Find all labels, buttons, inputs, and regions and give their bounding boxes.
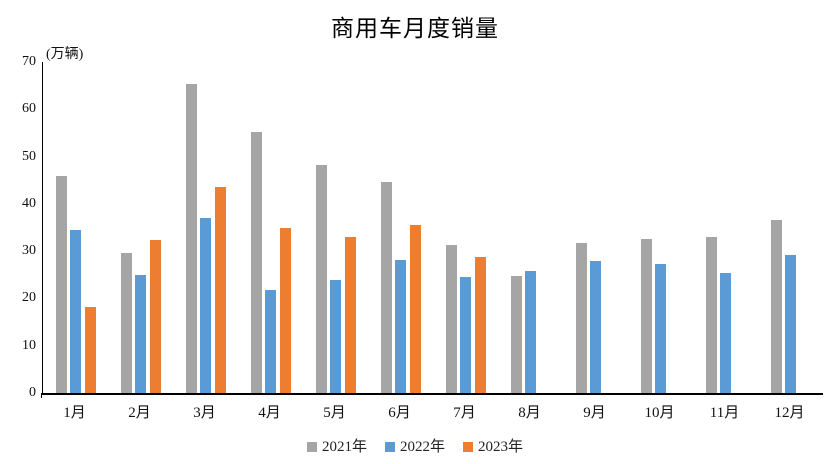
x-axis-category-label: 2月 [128,405,151,421]
chart-bar [380,181,392,393]
chart-bar [200,218,211,393]
x-axis-category-label: 3月 [193,405,216,421]
y-axis-tick-label: 10 [22,337,36,353]
chart-bar [474,256,486,393]
chart-bar [770,220,782,393]
chart-bar [445,245,457,393]
x-axis-category-label: 11月 [709,405,740,421]
legend-item-3: 2023年 [463,438,523,456]
chart-bar [70,229,81,393]
chart-bar [344,236,356,393]
x-axis-category-label: 1月 [63,405,86,421]
legend-swatch-icon [306,442,317,452]
chart-bar [640,238,652,393]
x-axis-category-label: 6月 [388,405,411,421]
legend-label: 2021年 [321,439,367,455]
chart-bar [265,290,276,393]
legend-label: 2022年 [399,439,445,455]
y-axis-tick-label: 40 [22,195,36,211]
chart-bar [525,270,536,393]
x-axis-category-label: 9月 [583,405,606,421]
chart-bar [785,254,796,393]
y-axis-tick-label: 70 [22,54,36,69]
chart-bar [55,175,67,393]
chart-bar [279,227,291,393]
x-axis-origin-tick [41,393,42,398]
legend-item-2: 2022年 [384,438,445,456]
chart-bar [315,165,327,393]
x-axis-category-label: 10月 [644,405,675,421]
y-axis-tick-label: 20 [22,290,36,306]
chart-legend: 2021年 2022年 2023年 [0,438,830,456]
y-axis-tick-label: 30 [22,243,36,259]
y-axis-tick-label: 60 [22,101,36,117]
x-axis-category-label: 4月 [258,405,281,421]
legend-swatch-icon [384,442,395,452]
legend-swatch-icon [463,442,473,452]
chart-bar [655,263,666,393]
chart-bar [460,276,471,393]
chart-bar [135,274,146,393]
chart-bar [330,280,341,393]
y-axis-unit-label: (万辆) [46,47,84,62]
y-axis-tick-label: 0 [29,385,36,400]
chart-bar [575,242,587,393]
plot-area [42,62,823,395]
chart-bar [149,239,161,393]
x-axis-category-label: 12月 [774,405,805,421]
chart-bar [409,225,421,393]
chart-bar [84,307,96,393]
chart-bar [214,186,226,393]
chart-bar [705,236,717,393]
chart-bar [720,272,731,393]
y-axis-tick-label: 50 [22,148,36,164]
chart-bar [395,260,406,393]
legend-label: 2023年 [478,439,524,455]
chart-bar [185,84,197,393]
x-axis-category-label: 5月 [323,405,346,421]
chart-title: 商用车月度销量 [331,16,499,41]
legend-item-1: 2021年 [306,438,367,456]
x-axis-category-label: 8月 [518,405,541,421]
chart-bar [590,261,601,393]
chart-bar [120,252,132,393]
chart-bar [250,132,262,393]
chart-bar [510,275,522,393]
x-axis-category-label: 7月 [453,405,476,421]
